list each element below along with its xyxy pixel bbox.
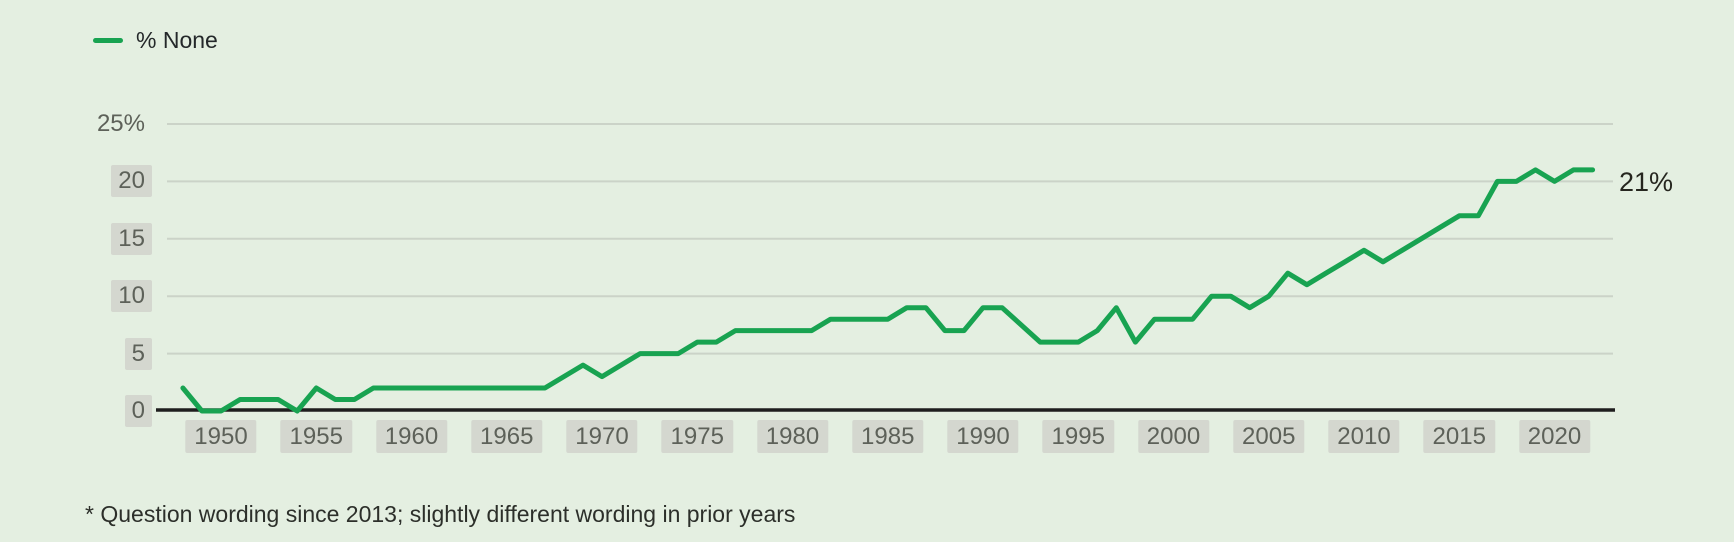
x-tick-text: 1985 [852,420,924,453]
x-tick-text: 2010 [1328,420,1400,453]
y-tick-text: 25% [96,110,145,137]
x-tick-label-1965: 1965 [471,420,543,453]
x-tick-label-1975: 1975 [661,420,733,453]
x-tick-text: 1955 [280,420,352,453]
x-tick-text: 1950 [185,420,257,453]
y-tick-label-0: 0 [0,395,152,427]
y-tick-label-15: 15 [0,222,152,255]
series-end-value-label: 21% [1619,166,1674,197]
x-tick-text: 2000 [1137,420,1210,453]
y-tick-text: 10 [111,280,152,313]
x-tick-text: 1970 [566,420,638,453]
x-tick-text: 1995 [1042,420,1114,453]
x-tick-label-2020: 2020 [1518,420,1591,453]
legend-line-swatch [93,37,123,43]
x-tick-text: 1960 [375,420,448,453]
x-tick-text: 1990 [947,420,1019,453]
x-tick-label-1950: 1950 [185,420,257,453]
x-tick-label-1990: 1990 [947,420,1019,453]
x-tick-text: 1965 [471,420,543,453]
x-tick-label-2000: 2000 [1137,420,1210,453]
x-tick-label-1960: 1960 [375,420,448,453]
y-tick-label-10: 10 [0,280,152,313]
x-tick-label-1995: 1995 [1042,420,1114,453]
x-tick-text: 1980 [756,420,829,453]
x-tick-label-1985: 1985 [852,420,924,453]
x-tick-text: 2015 [1423,420,1495,453]
legend: % None [93,28,218,52]
x-tick-label-1980: 1980 [756,420,829,453]
series-line-none [180,167,1596,414]
x-tick-label-2005: 2005 [1233,420,1305,453]
legend-label: % None [136,27,218,53]
x-tick-text: 1975 [661,420,733,453]
y-tick-text: 5 [124,337,152,370]
x-tick-text: 2020 [1518,420,1591,453]
y-tick-label-25: 25% [0,108,152,140]
y-tick-text: 15 [111,222,152,255]
x-tick-text: 2005 [1233,420,1305,453]
footnote: * Question wording since 2013; slightly … [85,501,796,527]
y-tick-text: 0 [124,395,152,427]
x-tick-label-1970: 1970 [566,420,638,453]
y-tick-text: 20 [111,165,152,198]
x-tick-label-2015: 2015 [1423,420,1495,453]
y-tick-label-5: 5 [0,337,152,370]
y-tick-label-20: 20 [0,165,152,198]
x-tick-label-2010: 2010 [1328,420,1400,453]
x-tick-label-1955: 1955 [280,420,352,453]
